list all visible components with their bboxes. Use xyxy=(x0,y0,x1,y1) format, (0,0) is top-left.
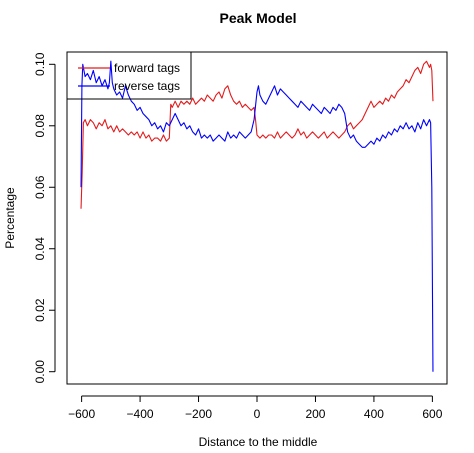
x-tick-label: 0 xyxy=(254,407,261,421)
legend-label-reverse: reverse tags xyxy=(114,79,180,93)
x-tick-label: −600 xyxy=(68,407,95,421)
y-tick-label: 0.08 xyxy=(33,114,47,138)
x-tick-label: 200 xyxy=(305,407,325,421)
x-tick-label: −400 xyxy=(127,407,154,421)
legend-label-forward: forward tags xyxy=(114,61,180,75)
y-tick-label: 0.04 xyxy=(33,237,47,261)
plot-area xyxy=(80,60,434,372)
x-tick-label: −200 xyxy=(185,407,212,421)
x-axis: −600 −400 −200 0 200 400 600 xyxy=(68,395,443,421)
y-tick-label: 0.06 xyxy=(33,175,47,199)
x-axis-label: Distance to the middle xyxy=(199,435,318,449)
y-axis: 0.00 0.02 0.04 0.06 0.08 0.10 xyxy=(33,52,56,384)
y-tick-label: 0.10 xyxy=(33,52,47,76)
y-axis-label: Percentage xyxy=(3,187,17,249)
x-tick-label: 400 xyxy=(364,407,384,421)
legend-box xyxy=(66,51,192,100)
plot-frame xyxy=(66,51,448,385)
legend: forward tags reverse tags xyxy=(66,51,192,100)
series-line-forward-tags xyxy=(80,60,434,209)
y-tick-label: 0.02 xyxy=(33,298,47,322)
x-tick-label: 600 xyxy=(422,407,442,421)
y-tick-label: 0.00 xyxy=(33,360,47,384)
series-line-reverse-tags xyxy=(80,60,434,372)
chart-title: Peak Model xyxy=(219,10,296,26)
